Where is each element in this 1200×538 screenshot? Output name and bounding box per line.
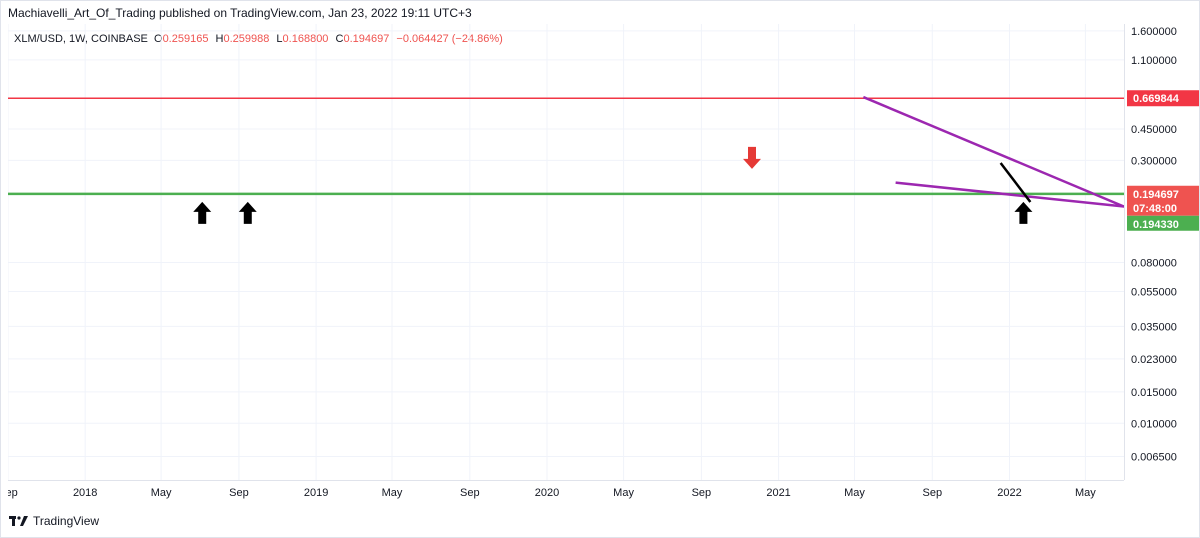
down-arrow-icon xyxy=(743,146,761,169)
price-tick-label: 0.006500 xyxy=(1131,452,1177,464)
price-level-tag-text: 07:48:00 xyxy=(1133,203,1177,215)
price-level-tag xyxy=(1127,90,1199,107)
support-level-tag xyxy=(1127,215,1199,231)
breakout-segment xyxy=(999,162,1032,203)
time-tick-label: 2020 xyxy=(535,487,559,499)
change-value: −0.064427 (−24.86%) xyxy=(396,33,503,45)
time-tick-label: May xyxy=(151,487,172,499)
time-tick-label: Sep xyxy=(692,487,712,499)
price-tick-label: 0.010000 xyxy=(1131,418,1177,430)
time-tick-label: 2018 xyxy=(73,487,97,499)
high-label: H xyxy=(215,33,224,45)
price-tick-label: 0.450000 xyxy=(1131,124,1177,136)
close-value: 0.194697 xyxy=(343,33,390,45)
time-tick-label: 2019 xyxy=(304,487,328,499)
low-value: 0.168800 xyxy=(282,33,329,45)
time-axis-svg: Sep 2018 May Sep 2019 May Sep 2020 May Sep 2021 May… xyxy=(0,487,1096,499)
time-tick-label: Sep xyxy=(460,487,480,499)
time-tick-label: Sep xyxy=(8,487,18,499)
price-level-tag-text: 0.669844 xyxy=(1133,93,1180,105)
tradingview-logo-icon xyxy=(9,516,28,526)
price-axis-svg: 1.600000 1.100000 0.450000 0.300000 0.080000… xyxy=(1127,26,1199,464)
time-tick-label: May xyxy=(613,487,634,499)
time-tick-label: May xyxy=(844,487,865,499)
support-level-tag-text: 0.194330 xyxy=(1133,219,1179,231)
price-tick-label: 0.300000 xyxy=(1131,155,1177,167)
time-tick-label: 2021 xyxy=(766,487,790,499)
price-tick-label: 0.080000 xyxy=(1131,258,1177,270)
open-value: 0.259165 xyxy=(162,33,209,45)
price-tick-label: 0.055000 xyxy=(1131,286,1177,298)
symbol-title: XLM/USD, 1W, COINBASE xyxy=(14,33,148,45)
price-plot[interactable] xyxy=(7,24,1125,480)
chart-pane[interactable] xyxy=(7,24,1125,480)
time-tick-label: 2022 xyxy=(997,487,1021,499)
close-label: C xyxy=(335,33,344,45)
time-axis[interactable]: Sep 2018 May Sep 2019 May Sep 2020 May Sep 2021 May… xyxy=(0,480,1124,502)
price-level-tag-text: 0.194697 xyxy=(1133,189,1179,201)
time-tick-label: May xyxy=(382,487,403,499)
high-value: 0.259988 xyxy=(223,33,270,45)
up-arrow-icon xyxy=(193,201,212,224)
price-tick-label: 1.600000 xyxy=(1131,26,1177,38)
time-tick-label: Sep xyxy=(923,487,943,499)
wedge-trendline xyxy=(862,95,1125,208)
price-tick-label: 0.015000 xyxy=(1131,387,1177,399)
price-tick-label: 0.023000 xyxy=(1131,354,1177,366)
wedge-trendline xyxy=(895,181,1125,208)
price-tick-label: 1.100000 xyxy=(1131,55,1177,67)
price-axis[interactable]: 1.600000 1.100000 0.450000 0.300000 0.080000… xyxy=(1124,24,1200,480)
low-label: L xyxy=(276,33,283,45)
symbol-legend: XLM/USD, 1W, COINBASE O0.259165 H0.25998… xyxy=(14,33,507,45)
time-tick-label: Sep xyxy=(229,487,249,499)
tradingview-logo-text: TradingView xyxy=(33,514,100,528)
price-tick-label: 0.035000 xyxy=(1131,321,1177,333)
price-level-tag xyxy=(1127,185,1199,216)
up-arrow-icon xyxy=(1014,201,1033,224)
tradingview-logo[interactable]: TradingView xyxy=(9,514,99,528)
up-arrow-icon xyxy=(238,201,257,224)
time-tick-label: May xyxy=(1075,487,1096,499)
publisher-header: Machiavelli_Art_Of_Trading published on … xyxy=(8,6,472,20)
open-label: O xyxy=(154,33,163,45)
